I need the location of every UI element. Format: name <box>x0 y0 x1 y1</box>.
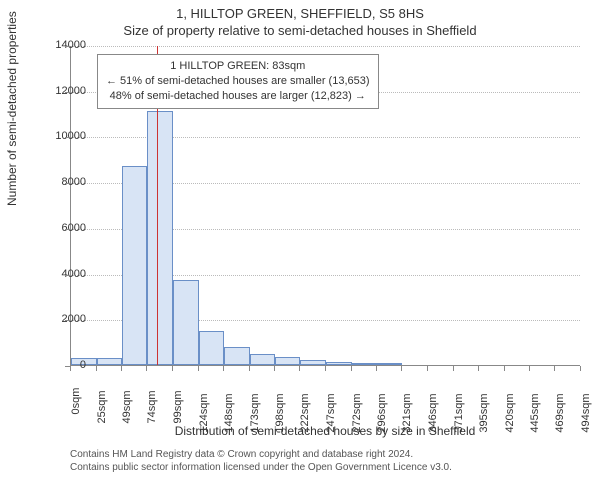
x-tick-label: 469sqm <box>554 393 566 432</box>
histogram-bar <box>275 357 300 365</box>
x-tick-label: 296sqm <box>376 393 388 432</box>
histogram-bar <box>173 280 199 365</box>
chart-title-line1: 1, HILLTOP GREEN, SHEFFIELD, S5 8HS <box>0 6 600 21</box>
x-tick-mark <box>351 366 352 371</box>
x-tick-mark <box>172 366 173 371</box>
footer-attribution: Contains HM Land Registry data © Crown c… <box>70 448 580 474</box>
y-tick-label: 12000 <box>36 85 86 97</box>
histogram-bar <box>122 166 148 365</box>
x-tick-label: 321sqm <box>401 393 413 432</box>
x-tick-mark <box>96 366 97 371</box>
x-tick-mark <box>299 366 300 371</box>
annotation-line: 48% of semi-detached houses are larger (… <box>106 89 370 104</box>
histogram-bar <box>224 347 250 365</box>
annotation-line: ← 51% of semi-detached houses are smalle… <box>106 74 370 89</box>
histogram-bar <box>326 362 352 365</box>
x-tick-label: 173sqm <box>249 393 261 432</box>
x-tick-mark <box>554 366 555 371</box>
x-tick-mark <box>325 366 326 371</box>
y-tick-mark <box>65 229 70 230</box>
histogram-bar <box>250 354 276 365</box>
x-tick-label: 25sqm <box>96 390 108 423</box>
histogram-bar <box>352 363 377 365</box>
x-tick-label: 371sqm <box>453 393 465 432</box>
x-tick-label: 124sqm <box>198 393 210 432</box>
histogram-bar <box>377 363 403 365</box>
x-tick-mark <box>121 366 122 371</box>
x-tick-label: 247sqm <box>325 393 337 432</box>
y-tick-label: 4000 <box>36 268 86 280</box>
x-tick-mark <box>401 366 402 371</box>
y-tick-mark <box>65 183 70 184</box>
x-tick-label: 74sqm <box>146 390 158 423</box>
x-tick-mark <box>249 366 250 371</box>
histogram-bar <box>199 331 224 365</box>
histogram-bar <box>97 358 122 365</box>
y-tick-mark <box>65 46 70 47</box>
x-tick-label: 395sqm <box>478 393 490 432</box>
footer-line1: Contains HM Land Registry data © Crown c… <box>70 448 580 461</box>
x-tick-mark <box>198 366 199 371</box>
y-tick-label: 6000 <box>36 222 86 234</box>
x-tick-mark <box>427 366 428 371</box>
y-tick-label: 0 <box>36 359 86 371</box>
x-tick-mark <box>478 366 479 371</box>
footer-line2: Contains public sector information licen… <box>70 461 580 474</box>
chart-plot-area: 1 HILLTOP GREEN: 83sqm← 51% of semi-deta… <box>70 46 580 366</box>
x-tick-mark <box>453 366 454 371</box>
x-tick-label: 99sqm <box>172 390 184 423</box>
x-tick-label: 346sqm <box>427 393 439 432</box>
y-tick-mark <box>65 275 70 276</box>
x-tick-mark <box>580 366 581 371</box>
y-tick-label: 2000 <box>36 313 86 325</box>
x-tick-mark <box>504 366 505 371</box>
x-tick-label: 148sqm <box>223 393 235 432</box>
x-tick-mark <box>376 366 377 371</box>
x-tick-label: 198sqm <box>274 393 286 432</box>
x-tick-label: 272sqm <box>351 393 363 432</box>
x-tick-label: 494sqm <box>580 393 592 432</box>
x-tick-mark <box>529 366 530 371</box>
y-axis-label: Number of semi-detached properties <box>5 11 19 206</box>
y-tick-label: 8000 <box>36 176 86 188</box>
annotation-line: 1 HILLTOP GREEN: 83sqm <box>106 59 370 74</box>
y-tick-label: 10000 <box>36 130 86 142</box>
y-tick-mark <box>65 137 70 138</box>
x-tick-label: 420sqm <box>504 393 516 432</box>
x-tick-mark <box>274 366 275 371</box>
y-tick-mark <box>65 92 70 93</box>
chart-title-line2: Size of property relative to semi-detach… <box>0 23 600 38</box>
x-tick-label: 445sqm <box>529 393 541 432</box>
annotation-box: 1 HILLTOP GREEN: 83sqm← 51% of semi-deta… <box>97 54 379 109</box>
x-tick-label: 49sqm <box>121 390 133 423</box>
x-tick-label: 222sqm <box>299 393 311 432</box>
y-tick-mark <box>65 320 70 321</box>
x-tick-label: 0sqm <box>70 388 82 415</box>
histogram-bar <box>147 111 173 365</box>
x-tick-mark <box>146 366 147 371</box>
y-tick-label: 14000 <box>36 39 86 51</box>
histogram-bar <box>300 360 326 365</box>
gridline <box>71 46 580 47</box>
x-tick-mark <box>70 366 71 371</box>
x-tick-mark <box>223 366 224 371</box>
